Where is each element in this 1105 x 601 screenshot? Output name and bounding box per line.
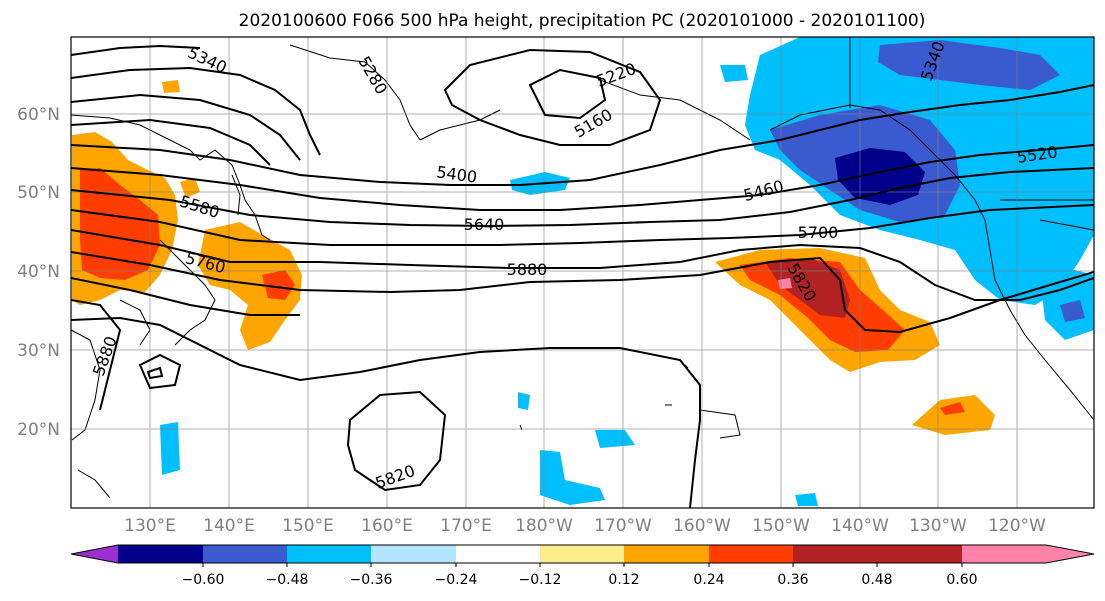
colorbar-extend-high bbox=[1046, 545, 1094, 563]
contour-label: 5640 bbox=[464, 215, 505, 234]
colorbar-tick-label: −0.24 bbox=[435, 572, 478, 588]
colorbar-segment bbox=[203, 545, 287, 563]
lon-label: 180°W bbox=[515, 516, 573, 536]
lat-label: 20°N bbox=[17, 420, 60, 440]
contour-label: 5880 bbox=[507, 260, 548, 279]
lon-label: 130°W bbox=[909, 516, 967, 536]
lat-label: 60°N bbox=[17, 105, 60, 125]
colorbar-tick-label: −0.12 bbox=[519, 572, 562, 588]
lon-label: 160°W bbox=[673, 516, 731, 536]
lon-label: 140°W bbox=[831, 516, 889, 536]
colorbar-segment bbox=[793, 545, 877, 563]
colorbar-extend-low bbox=[71, 545, 118, 563]
lon-label: 160°E bbox=[361, 516, 413, 536]
colorbar-segment bbox=[962, 545, 1046, 563]
colorbar: −0.60 −0.48 −0.36 −0.24 −0.12 0.12 0.24 … bbox=[70, 544, 1095, 588]
colorbar-tick-label: 0.24 bbox=[693, 572, 724, 588]
colorbar-tick-label: 0.48 bbox=[861, 572, 892, 588]
map-frame bbox=[70, 36, 1095, 509]
lon-label: 140°E bbox=[203, 516, 255, 536]
map-panel: 5340 5280 5220 5160 5400 5580 5640 5760 … bbox=[71, 37, 1094, 508]
colorbar-tick-label: 0.12 bbox=[608, 572, 639, 588]
lon-label: 170°E bbox=[440, 516, 492, 536]
lon-label: 130°E bbox=[124, 516, 176, 536]
lat-label: 50°N bbox=[17, 183, 60, 203]
colorbar-segment bbox=[371, 545, 456, 563]
colorbar-outline bbox=[70, 544, 1095, 564]
colorbar-tick-label: −0.48 bbox=[266, 572, 309, 588]
lat-label: 40°N bbox=[17, 262, 60, 282]
colorbar-segment bbox=[118, 545, 203, 563]
graticule bbox=[71, 37, 1094, 508]
colorbar-tick-label: 0.60 bbox=[946, 572, 977, 588]
colorbar-segment bbox=[540, 545, 624, 563]
colorbar-segment bbox=[624, 545, 709, 563]
colorbar-segment bbox=[456, 545, 540, 563]
lon-label: 120°W bbox=[988, 516, 1046, 536]
colorbar-tick-label: 0.36 bbox=[777, 572, 808, 588]
map-title: 2020100600 F066 500 hPa height, precipit… bbox=[239, 11, 926, 31]
lon-label: 170°W bbox=[594, 516, 652, 536]
colorbar-segment bbox=[877, 545, 962, 563]
contour-label: 5700 bbox=[798, 223, 839, 242]
colorbar-segment bbox=[709, 545, 793, 563]
colorbar-tick-label: −0.36 bbox=[350, 572, 393, 588]
height-contours bbox=[71, 44, 1094, 508]
negative-shading bbox=[160, 37, 1094, 506]
longitude-labels: 130°E 140°E 150°E 160°E 170°E 180°W 170°… bbox=[124, 516, 1046, 536]
lon-label: 150°E bbox=[282, 516, 334, 536]
latitude-labels: 20°N 30°N 40°N 50°N 60°N bbox=[17, 105, 60, 440]
lat-label: 30°N bbox=[17, 341, 60, 361]
colorbar-segment bbox=[287, 545, 371, 563]
colorbar-tick-label: −0.60 bbox=[182, 572, 225, 588]
lon-label: 150°W bbox=[752, 516, 810, 536]
